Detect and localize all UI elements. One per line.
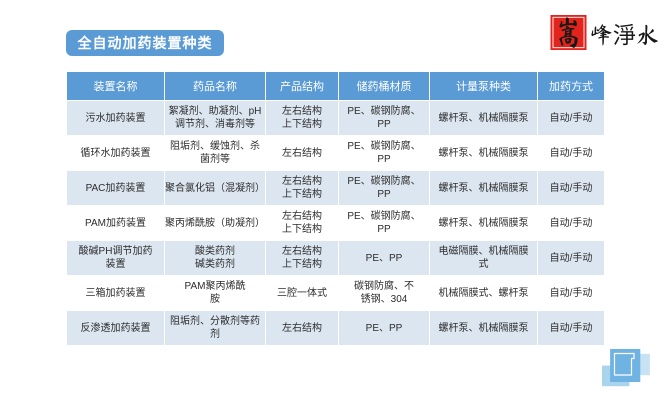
svg-text:峰淨水: 峰淨水 [590, 23, 659, 46]
svg-text:嵩: 嵩 [552, 16, 584, 49]
